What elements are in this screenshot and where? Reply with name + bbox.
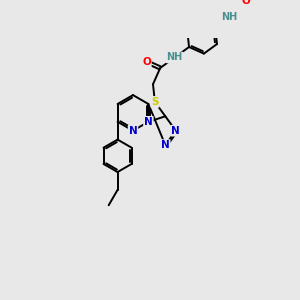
Text: NH: NH [222,13,238,22]
Text: N: N [161,140,170,150]
Text: N: N [144,117,153,127]
Text: S: S [151,97,159,107]
Text: N: N [171,126,180,136]
Text: O: O [142,57,151,67]
Text: NH: NH [167,52,183,62]
Text: O: O [242,0,250,6]
Text: N: N [129,126,137,136]
